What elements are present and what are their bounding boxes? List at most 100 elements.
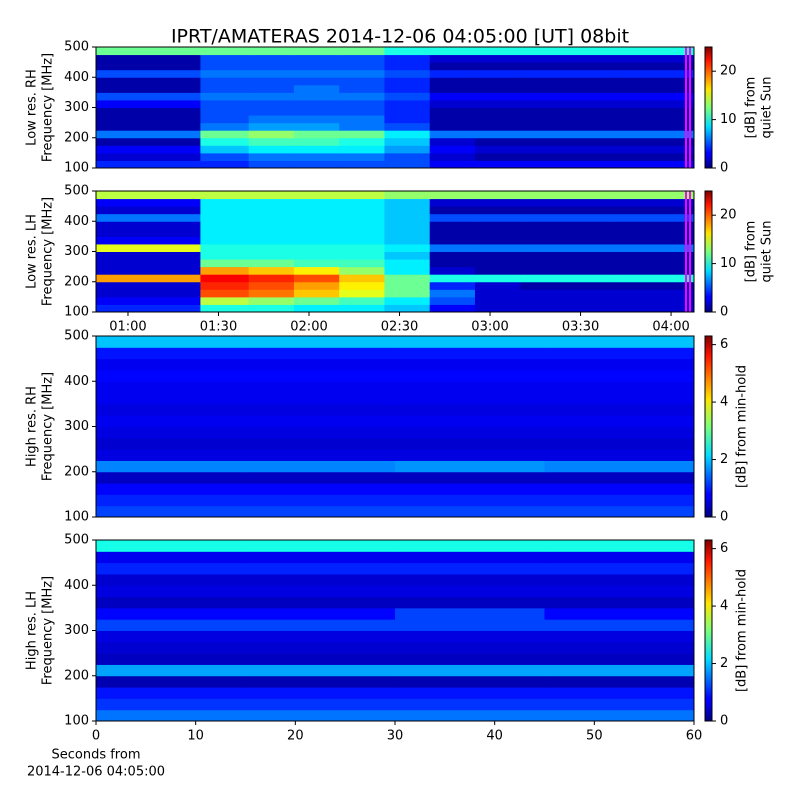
heatmap-cell: [610, 62, 695, 71]
heatmap-cell: [293, 107, 340, 116]
heatmap-cell: [248, 130, 295, 139]
y-tick-label: 200: [64, 668, 89, 683]
y-axis-label: Low res. RH: [25, 69, 40, 146]
heatmap-cell: [474, 289, 521, 298]
heatmap-cell: [395, 653, 545, 665]
heatmap-cell: [474, 54, 521, 63]
heatmap-cell: [96, 426, 246, 439]
y-axis-label: High res. LH: [25, 591, 40, 670]
heatmap-cell: [395, 358, 545, 371]
heatmap-cell: [384, 243, 431, 252]
heatmap-cell: [96, 281, 201, 290]
heatmap-cell: [245, 449, 396, 461]
heatmap-cell: [96, 115, 201, 124]
heatmap-cell: [339, 191, 385, 200]
y-axis-label: Low res. LH: [25, 214, 40, 289]
heatmap-cell: [96, 709, 246, 722]
heatmap-cell: [429, 281, 476, 290]
heatmap-cell: [429, 107, 476, 116]
heatmap-cell: [395, 664, 545, 677]
heatmap-cell: [248, 251, 295, 260]
heatmap-cell: [384, 281, 431, 290]
x-tick-label: 30: [387, 729, 404, 744]
heatmap-cell: [293, 206, 340, 215]
heatmap-cell: [544, 381, 695, 394]
y-tick-label: 200: [64, 464, 89, 479]
heatmap-cell: [395, 573, 545, 586]
heatmap-cell: [429, 92, 476, 101]
heatmap-cell: [384, 54, 431, 63]
heatmap-cell: [96, 607, 246, 620]
y-tick-label: 100: [64, 161, 89, 176]
colorbar-tick-label: 0: [720, 161, 728, 176]
heatmap-cell: [395, 347, 545, 360]
heatmap-cell: [245, 664, 396, 677]
heatmap-cell: [520, 289, 612, 298]
heatmap-cell: [610, 213, 695, 222]
heatmap-cell: [520, 198, 612, 207]
heatmap-cell: [544, 585, 695, 598]
heatmap-cell: [339, 107, 385, 116]
heatmap-cell: [429, 152, 476, 161]
heatmap-cell: [384, 130, 431, 139]
colorbar-tick-label: 0: [720, 305, 728, 320]
colorbar: [704, 190, 713, 313]
heatmap-cell: [384, 152, 431, 161]
heatmap-cell: [96, 596, 246, 609]
heatmap-cell: [293, 160, 340, 169]
heatmap-cell: [293, 92, 340, 101]
x-tick-label: 01:00: [109, 320, 146, 335]
heatmap-cell: [610, 137, 695, 146]
heatmap-cell: [200, 206, 250, 215]
heatmap-cell: [610, 84, 695, 93]
heatmap-cell: [339, 77, 385, 86]
heatmap-cell: [520, 92, 612, 101]
heatmap-cell: [339, 99, 385, 108]
heatmap-cell: [245, 483, 396, 495]
heatmap-cell: [248, 304, 295, 313]
heatmap-cell: [339, 206, 385, 215]
heatmap-cell: [339, 115, 385, 124]
heatmap-cell: [520, 115, 612, 124]
heatmap-cell: [200, 198, 250, 207]
heatmap-cell: [339, 130, 385, 139]
heatmap-cell: [96, 304, 201, 313]
colorbar-tick-label: 0: [720, 714, 728, 729]
heatmap-cell: [429, 221, 476, 230]
heatmap-cell: [96, 381, 246, 394]
heatmap-cell: [384, 92, 431, 101]
heatmap-cell: [610, 99, 695, 108]
heatmap-cell: [248, 221, 295, 230]
heatmap-cell: [520, 281, 612, 290]
heatmap-cell: [293, 304, 340, 313]
heatmap-cell: [96, 206, 201, 215]
heatmap-cell: [293, 145, 340, 154]
y-tick-label: 500: [64, 184, 89, 199]
heatmap-cell: [248, 54, 295, 63]
heatmap-cell: [339, 62, 385, 71]
heatmap-cell: [544, 505, 695, 518]
colorbar-label: [dB] from min-hold: [735, 365, 750, 488]
heatmap-cell: [610, 304, 695, 313]
heatmap-cell: [248, 47, 295, 56]
heatmap-cell: [610, 160, 695, 169]
heatmap-cell: [610, 206, 695, 215]
heatmap-cell: [245, 540, 396, 552]
heatmap-cell: [245, 607, 396, 620]
heatmap-cell: [384, 137, 431, 146]
x-axis-label: Seconds from: [51, 748, 140, 763]
heatmap-cell: [248, 281, 295, 290]
heatmap-cell: [96, 160, 201, 169]
heatmap-cell: [429, 243, 476, 252]
y-axis-label: High res. RH: [25, 386, 40, 467]
heatmap-cell: [245, 709, 396, 722]
heatmap-cell: [429, 266, 476, 275]
heatmap-cell: [96, 551, 246, 564]
heatmap-cell: [474, 213, 521, 222]
heatmap-cell: [293, 281, 340, 290]
heatmap-cell: [544, 551, 695, 564]
heatmap-cell: [474, 137, 521, 146]
heatmap-cell: [200, 145, 250, 154]
heatmap-cell: [384, 274, 431, 283]
heatmap-cell: [474, 198, 521, 207]
